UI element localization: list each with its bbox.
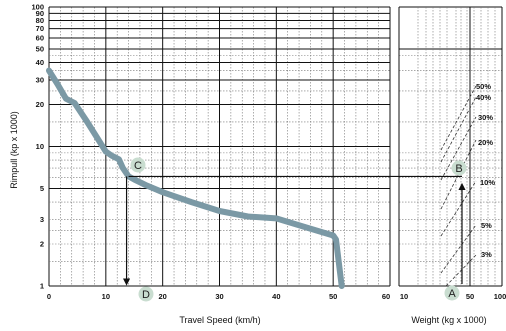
y-tick-label: 40 bbox=[36, 58, 44, 67]
x-axis-title: Travel Speed (km/h) bbox=[179, 315, 260, 325]
grade-line bbox=[440, 85, 477, 151]
y-tick-label: 3 bbox=[40, 215, 44, 224]
x-tick-label: 30 bbox=[215, 292, 223, 301]
y-tick-label: 20 bbox=[36, 100, 44, 109]
grade-label: 30% bbox=[478, 113, 493, 122]
point-d-badge bbox=[138, 286, 154, 302]
grade-line bbox=[440, 116, 477, 181]
y-tick-label: 30 bbox=[36, 75, 44, 84]
rimpull-curve-group bbox=[46, 67, 345, 289]
grade-lines: 3% 5% 10% 20% 30% 40% 50% bbox=[440, 82, 495, 287]
grade-label: 50% bbox=[476, 82, 491, 91]
x-tick-label: 60 bbox=[382, 292, 390, 301]
weight-axis-title: Weight (kg x 1000) bbox=[411, 315, 486, 325]
y-tick-label: 80 bbox=[36, 16, 44, 25]
x-tick-label: 0 bbox=[47, 292, 51, 301]
y-axis-title: Rimpull (kp x 1000) bbox=[9, 111, 19, 189]
grade-label: 5% bbox=[481, 221, 492, 230]
rimpull-curve bbox=[46, 67, 345, 289]
weight-tick-label: 100 bbox=[494, 292, 506, 301]
point-d-label: D bbox=[142, 289, 150, 301]
speed-grid bbox=[48, 6, 391, 287]
grade-line bbox=[440, 180, 477, 237]
y-tick-label: 50 bbox=[36, 44, 44, 53]
grade-label: 20% bbox=[478, 138, 493, 147]
point-c-badge bbox=[130, 157, 146, 173]
weight-tick-label: 10 bbox=[400, 292, 408, 301]
point-c-label: C bbox=[134, 160, 142, 172]
tick-labels: 0 10 20 30 40 50 60123510203040506070809010010… bbox=[31, 3, 506, 302]
point-a-label: A bbox=[448, 288, 456, 300]
y-tick-label: 100 bbox=[31, 3, 44, 12]
x-tick-label: 40 bbox=[272, 292, 280, 301]
y-tick-label: 2 bbox=[40, 240, 44, 249]
y-tick-label: 70 bbox=[36, 24, 44, 33]
y-tick-label: 5 bbox=[40, 184, 44, 193]
y-tick-label: 90 bbox=[36, 9, 44, 18]
y-tick-label: 1 bbox=[40, 282, 44, 291]
point-b-badge bbox=[451, 160, 467, 176]
grade-line bbox=[440, 96, 477, 163]
y-tick-label: 10 bbox=[36, 142, 44, 151]
grade-line bbox=[445, 254, 477, 287]
weight-tick-label: 50 bbox=[466, 292, 474, 301]
grade-line bbox=[440, 139, 477, 210]
point-b-label: B bbox=[455, 163, 462, 175]
point-a-badge bbox=[444, 285, 460, 301]
x-tick-label: 20 bbox=[158, 292, 166, 301]
grade-label: 3% bbox=[481, 250, 492, 259]
weight-grid bbox=[398, 6, 503, 287]
reading-example: A B C D bbox=[122, 157, 467, 302]
x-tick-label: 10 bbox=[102, 292, 110, 301]
x-tick-label: 50 bbox=[329, 292, 337, 301]
grade-line bbox=[440, 224, 477, 274]
grade-label: 10% bbox=[480, 178, 495, 187]
grade-label: 40% bbox=[476, 93, 491, 102]
y-tick-label: 60 bbox=[36, 33, 44, 42]
